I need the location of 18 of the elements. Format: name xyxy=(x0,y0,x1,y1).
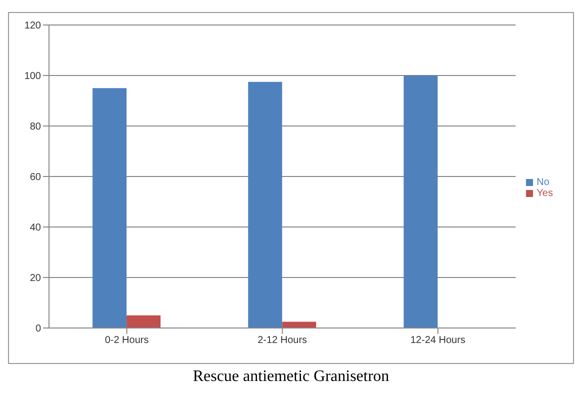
y-tick-label: 0 xyxy=(35,324,42,335)
y-tick-label: 100 xyxy=(24,71,42,82)
y-tick-label: 20 xyxy=(30,273,42,284)
bar xyxy=(248,82,282,328)
bar xyxy=(282,322,316,328)
bar xyxy=(126,315,161,328)
legend-label: No xyxy=(536,177,550,188)
y-tick-label: 80 xyxy=(30,122,42,133)
text: Rescue antiemetic Granisetron xyxy=(192,368,390,386)
y-tick-label: 120 xyxy=(24,20,42,32)
bar xyxy=(404,76,438,328)
x-tick-label: 0-2 Hours xyxy=(104,335,149,346)
legend-label: Yes xyxy=(536,188,553,199)
x-tick-label: 2-12 Hours xyxy=(258,335,308,346)
y-tick-label: 40 xyxy=(30,222,42,234)
y-tick-label: 60 xyxy=(30,172,42,184)
x-tick-label: 12-24 Hours xyxy=(410,335,466,346)
bar xyxy=(92,88,127,328)
